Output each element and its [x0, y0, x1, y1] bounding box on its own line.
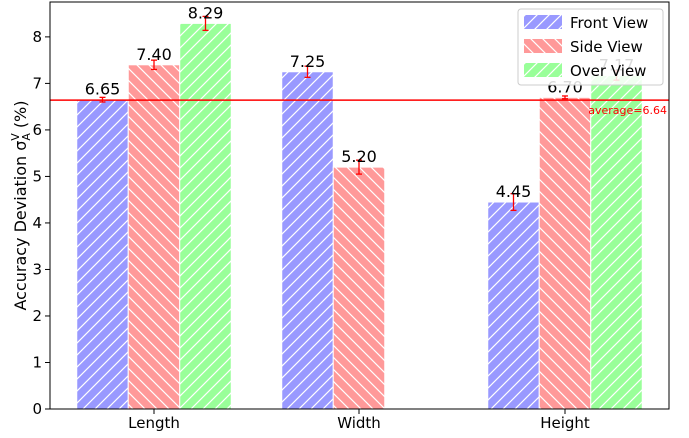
- y-axis-ticks: 0 1 2 3 4 5 6 7 8: [32, 28, 50, 418]
- average-label: average=6.64: [588, 104, 667, 117]
- y-tick-label: 3: [32, 260, 42, 278]
- y-tick-label: 8: [32, 28, 42, 46]
- x-tick-label: Width: [337, 414, 381, 432]
- y-axis-label-sup: V: [9, 133, 22, 141]
- legend-label: Side View: [570, 38, 643, 56]
- bar-side-view-width: [332, 166, 386, 410]
- y-tick-label: 6: [32, 121, 42, 139]
- x-tick-label: Length: [128, 414, 180, 432]
- y-tick-label: 7: [32, 74, 42, 92]
- x-axis-ticks: Length Width Height: [128, 409, 590, 432]
- y-tick-label: 5: [32, 167, 42, 185]
- bar-front-view-length: [76, 99, 129, 410]
- y-tick-label: 2: [32, 307, 42, 325]
- bar-front-view-height: [487, 201, 540, 410]
- value-label: 8.29: [188, 3, 224, 22]
- y-tick-label: 0: [32, 400, 42, 418]
- y-axis-label-main: Accuracy Deviation σ: [11, 141, 30, 311]
- bar-side-view-height: [538, 96, 592, 410]
- legend-swatch-over-view: [524, 63, 562, 77]
- legend-label: Over View: [570, 62, 646, 80]
- value-label: 5.20: [341, 147, 377, 166]
- y-axis-label-sub: A: [20, 133, 33, 141]
- y-axis-label: Accuracy Deviation σAV (%): [9, 100, 33, 310]
- x-tick-label: Height: [540, 414, 590, 432]
- legend-swatch-side-view: [524, 39, 562, 53]
- bar-side-view-length: [127, 64, 181, 410]
- value-label: 7.25: [290, 52, 326, 71]
- legend-label: Front View: [570, 14, 648, 32]
- bar-over-view-height: [590, 74, 643, 410]
- legend: Front View Side View Over View: [517, 8, 664, 86]
- value-label: 4.45: [496, 182, 532, 201]
- y-tick-label: 1: [32, 353, 42, 371]
- bar-over-view-length: [179, 22, 232, 410]
- value-label: 6.65: [85, 80, 121, 99]
- legend-swatch-front-view: [524, 15, 562, 29]
- y-axis-label-unit: (%): [11, 100, 30, 133]
- value-label: 7.40: [136, 45, 172, 64]
- bars-layer: [76, 22, 643, 410]
- bar-front-view-width: [281, 71, 334, 410]
- y-tick-label: 4: [32, 214, 42, 232]
